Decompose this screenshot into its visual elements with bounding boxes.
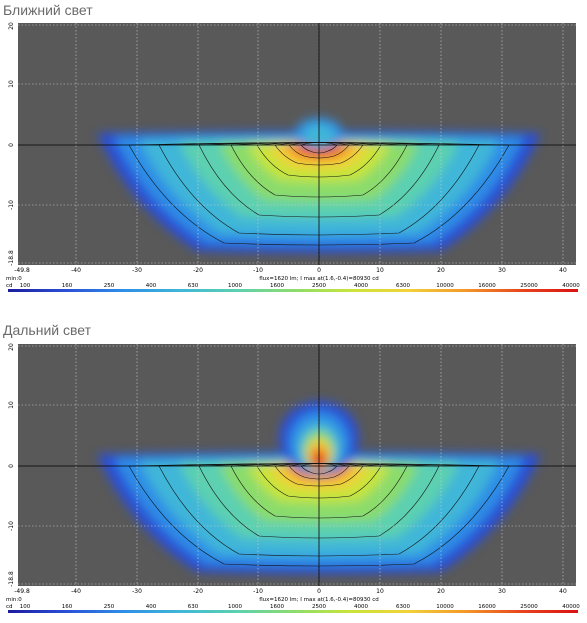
colorbar-tick-label: 250 bbox=[104, 283, 115, 289]
x-tick-label: 30 bbox=[498, 588, 506, 595]
colorbar-tick-label: 25000 bbox=[520, 283, 538, 289]
y-tick-label: -18.8 bbox=[8, 250, 15, 266]
y-tick-label: -10 bbox=[8, 521, 15, 531]
colorbar-tick-label: 1000 bbox=[228, 283, 242, 289]
y-tick-label: 20 bbox=[8, 22, 15, 30]
x-tick-label: -30 bbox=[132, 588, 142, 595]
colorbar-tick-label: 400 bbox=[146, 283, 157, 289]
colorbar-tick-label: 2500 bbox=[312, 604, 326, 610]
colorbar-tick-label: 16000 bbox=[478, 283, 496, 289]
colorbar-tick-label: 1600 bbox=[270, 283, 284, 289]
colorbar-tick-label: 4000 bbox=[354, 283, 368, 289]
x-tick-label: 10 bbox=[376, 267, 384, 274]
x-tick-label: -49.8 bbox=[14, 588, 30, 595]
x-tick-label: 20 bbox=[437, 588, 445, 595]
x-tick-label: 10 bbox=[376, 588, 384, 595]
isolines bbox=[128, 142, 510, 246]
colorbar-tick-label: 4000 bbox=[354, 604, 368, 610]
colorbar-tick-label: 6300 bbox=[396, 604, 410, 610]
x-tick-label: 40 bbox=[559, 267, 567, 274]
x-tick-label: 0 bbox=[317, 588, 321, 595]
x-tick-label: 30 bbox=[498, 267, 506, 274]
x-tick-label: 20 bbox=[437, 267, 445, 274]
unit-label: cd bbox=[6, 283, 13, 289]
x-tick-label: -49.8 bbox=[14, 267, 30, 274]
x-tick-label: -40 bbox=[71, 267, 81, 274]
min-label: min:0 bbox=[6, 276, 22, 282]
colorbar-tick-label: 400 bbox=[146, 604, 157, 610]
y-tick-label: -10 bbox=[8, 200, 15, 210]
unit-label: cd bbox=[6, 604, 13, 610]
isoline bbox=[288, 142, 350, 159]
colorbar-tick-label: 16000 bbox=[478, 604, 496, 610]
colorbar bbox=[8, 610, 578, 613]
y-tick-label: 0 bbox=[8, 143, 15, 147]
colorbar-tick-label: 25000 bbox=[520, 604, 538, 610]
y-tick-label: 0 bbox=[8, 464, 15, 468]
flux-info: flux=1620 lm; I max at(1.6,-0.4)=80930 c… bbox=[259, 597, 379, 603]
section-title-high-beam: Дальний свет bbox=[3, 322, 92, 338]
x-tick-label: -10 bbox=[253, 588, 263, 595]
colorbar-tick-label: 40000 bbox=[562, 283, 580, 289]
colorbar-tick-label: 6300 bbox=[396, 283, 410, 289]
colorbar-tick-label: 630 bbox=[188, 283, 199, 289]
min-label: min:0 bbox=[6, 597, 22, 603]
x-tick-label: -20 bbox=[193, 588, 203, 595]
colorbar-tick-label: 40000 bbox=[562, 604, 580, 610]
colorbar-tick-label: 1600 bbox=[270, 604, 284, 610]
colorbar-tick-label: 160 bbox=[62, 283, 73, 289]
x-tick-label: 0 bbox=[317, 267, 321, 274]
isoline bbox=[300, 142, 338, 154]
y-tick-label: 10 bbox=[8, 401, 15, 409]
section-title-low-beam: Ближний свет bbox=[3, 2, 93, 18]
x-tick-label: -10 bbox=[253, 267, 263, 274]
isoline bbox=[300, 463, 338, 475]
x-tick-label: -20 bbox=[193, 267, 203, 274]
colorbar-tick-label: 10000 bbox=[436, 604, 454, 610]
x-tick-label: -40 bbox=[71, 588, 81, 595]
colorbar-tick-label: 630 bbox=[188, 604, 199, 610]
isoline bbox=[288, 463, 350, 480]
colorbar-tick-label: 100 bbox=[20, 283, 31, 289]
colorbar bbox=[8, 289, 578, 292]
colorbar-tick-label: 2500 bbox=[312, 283, 326, 289]
colorbar-tick-label: 10000 bbox=[436, 283, 454, 289]
x-tick-label: 40 bbox=[559, 588, 567, 595]
colorbar-tick-label: 1000 bbox=[228, 604, 242, 610]
colorbar-tick-label: 160 bbox=[62, 604, 73, 610]
y-tick-label: 20 bbox=[8, 343, 15, 351]
y-tick-label: 10 bbox=[8, 80, 15, 88]
flux-info: flux=1620 lm; I max at(1.6,-0.4)=80930 c… bbox=[259, 276, 379, 282]
colorbar-tick-label: 100 bbox=[20, 604, 31, 610]
y-tick-label: -18.8 bbox=[8, 571, 15, 587]
colorbar-tick-label: 250 bbox=[104, 604, 115, 610]
x-tick-label: -30 bbox=[132, 267, 142, 274]
